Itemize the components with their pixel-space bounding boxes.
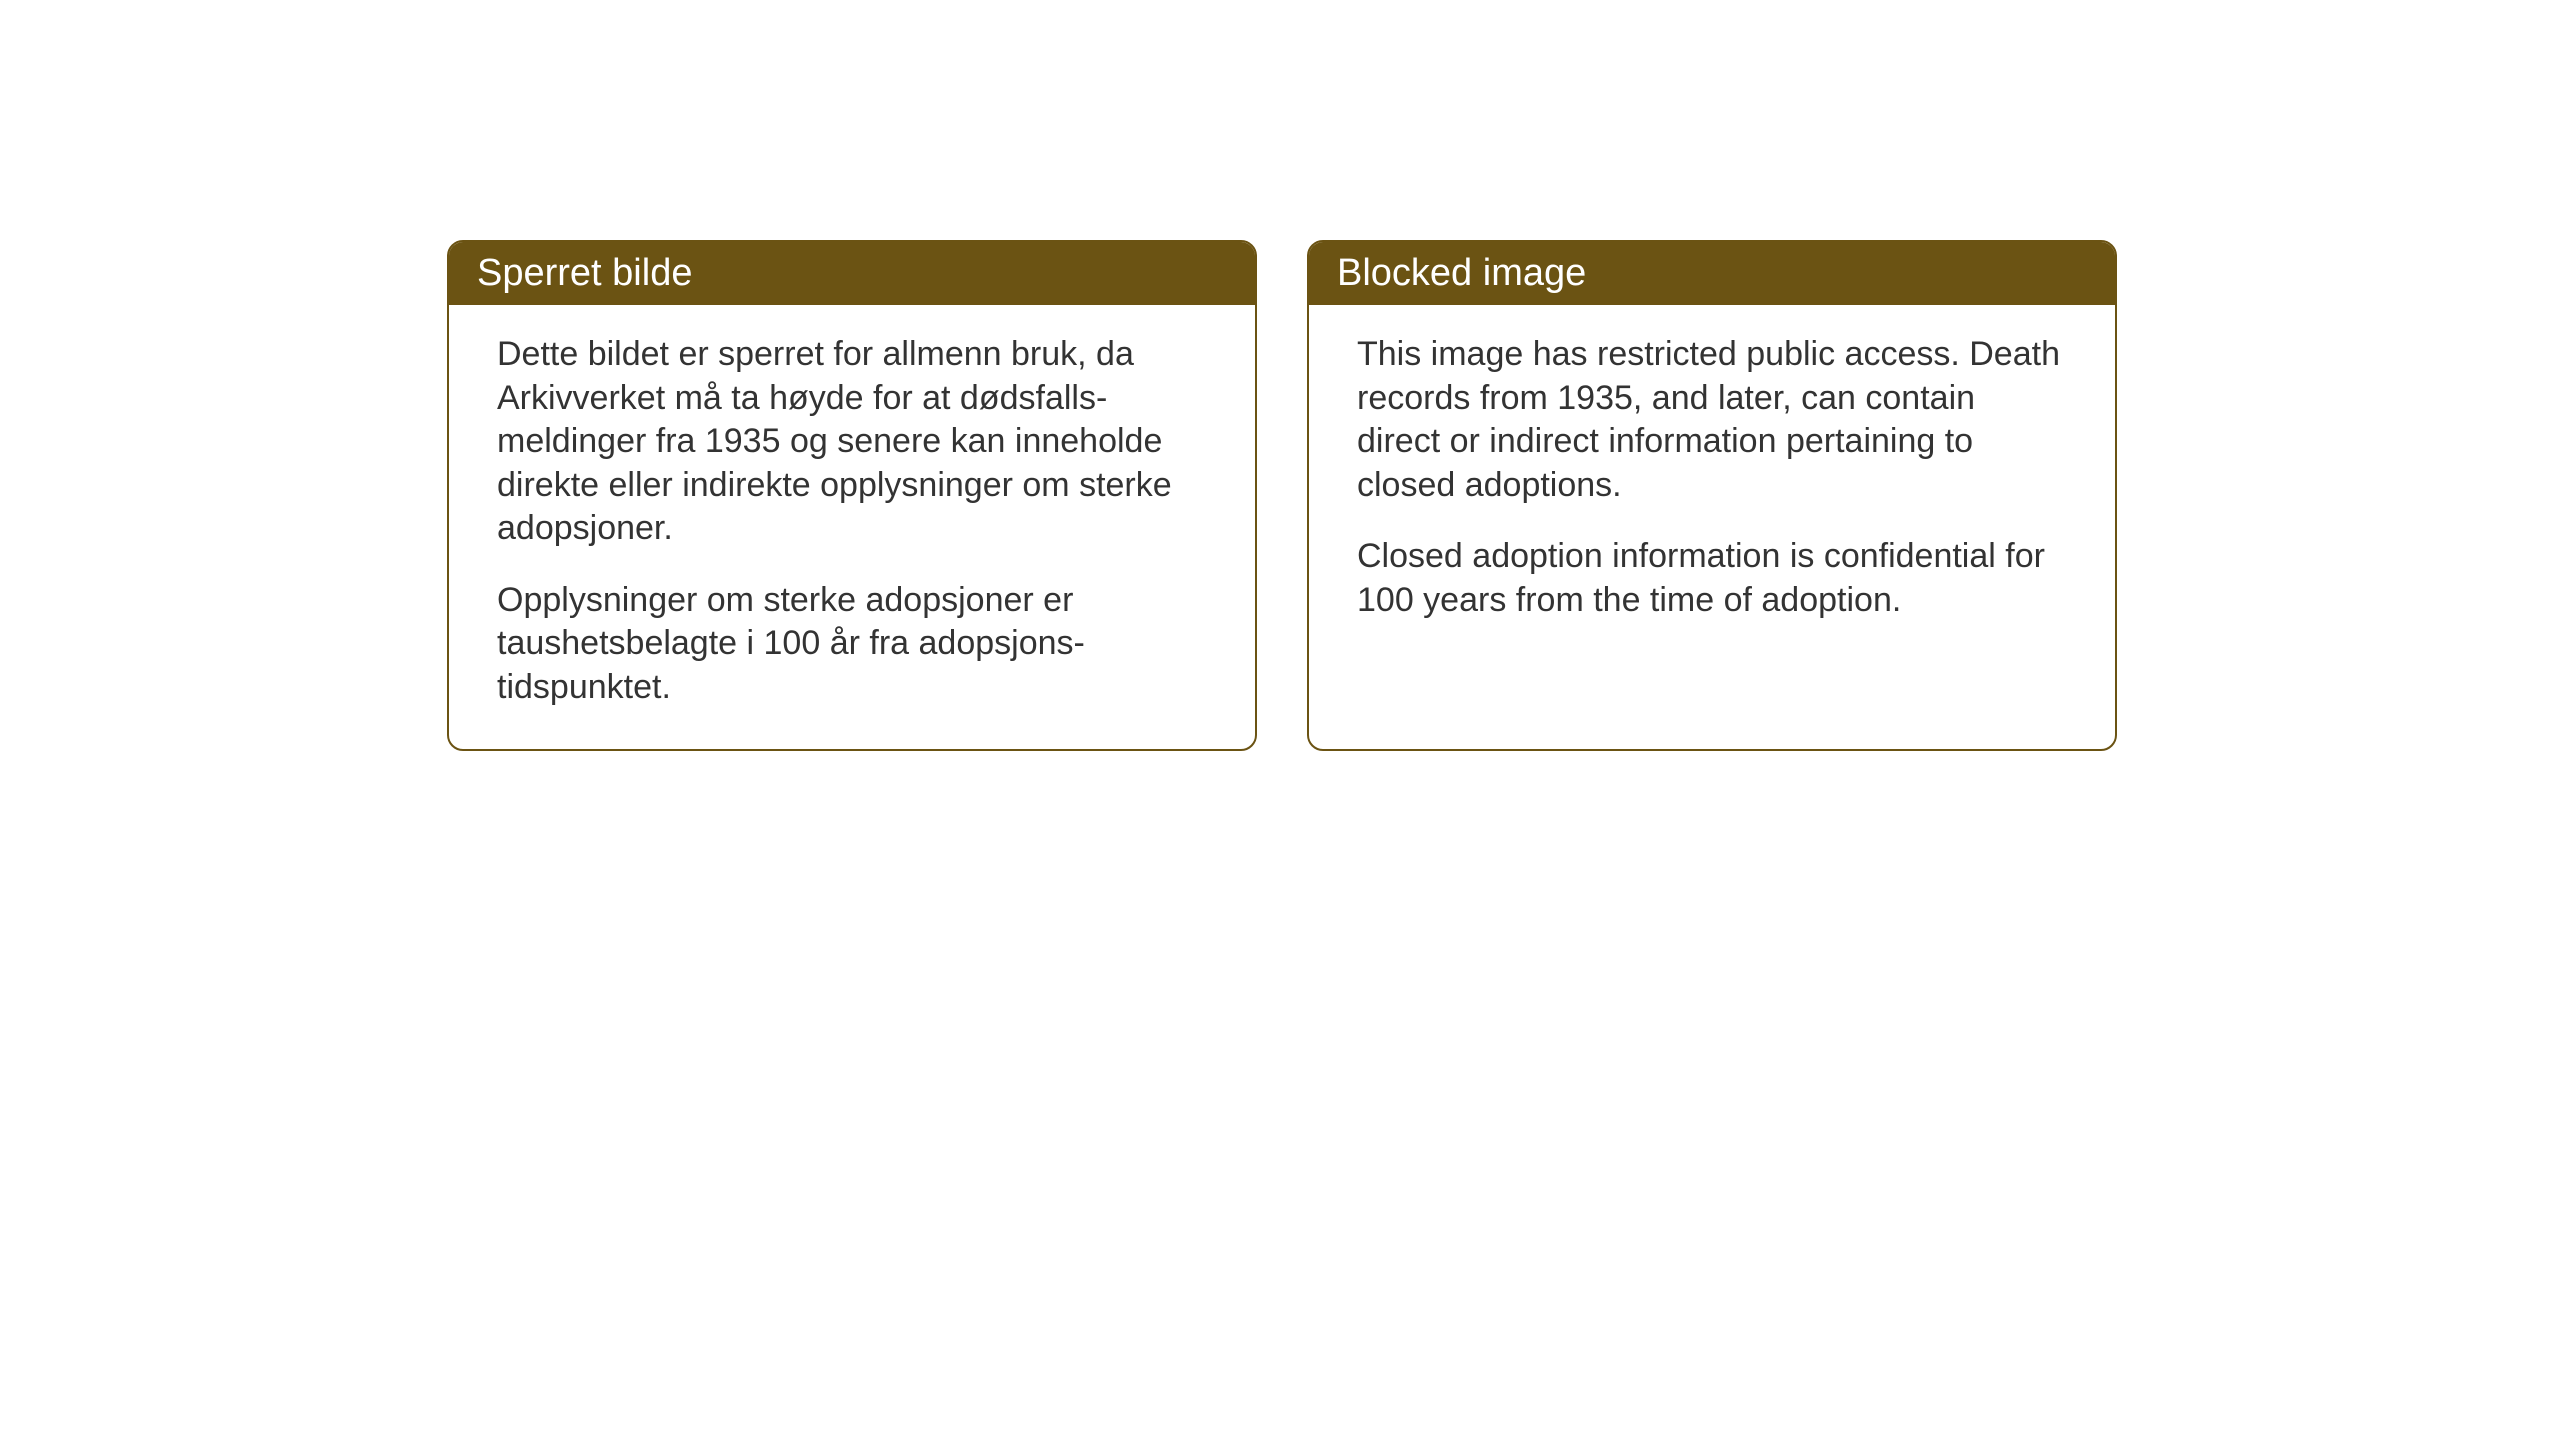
notice-card-norwegian: Sperret bilde Dette bildet er sperret fo… — [447, 240, 1257, 751]
notice-paragraph-1-norwegian: Dette bildet er sperret for allmenn bruk… — [497, 333, 1207, 551]
notice-header-norwegian: Sperret bilde — [449, 242, 1255, 305]
notice-body-norwegian: Dette bildet er sperret for allmenn bruk… — [449, 305, 1255, 749]
notice-header-english: Blocked image — [1309, 242, 2115, 305]
notice-paragraph-1-english: This image has restricted public access.… — [1357, 333, 2067, 507]
notice-container: Sperret bilde Dette bildet er sperret fo… — [447, 240, 2117, 751]
notice-body-english: This image has restricted public access.… — [1309, 305, 2115, 712]
notice-paragraph-2-english: Closed adoption information is confident… — [1357, 535, 2067, 622]
notice-card-english: Blocked image This image has restricted … — [1307, 240, 2117, 751]
notice-paragraph-2-norwegian: Opplysninger om sterke adopsjoner er tau… — [497, 579, 1207, 710]
